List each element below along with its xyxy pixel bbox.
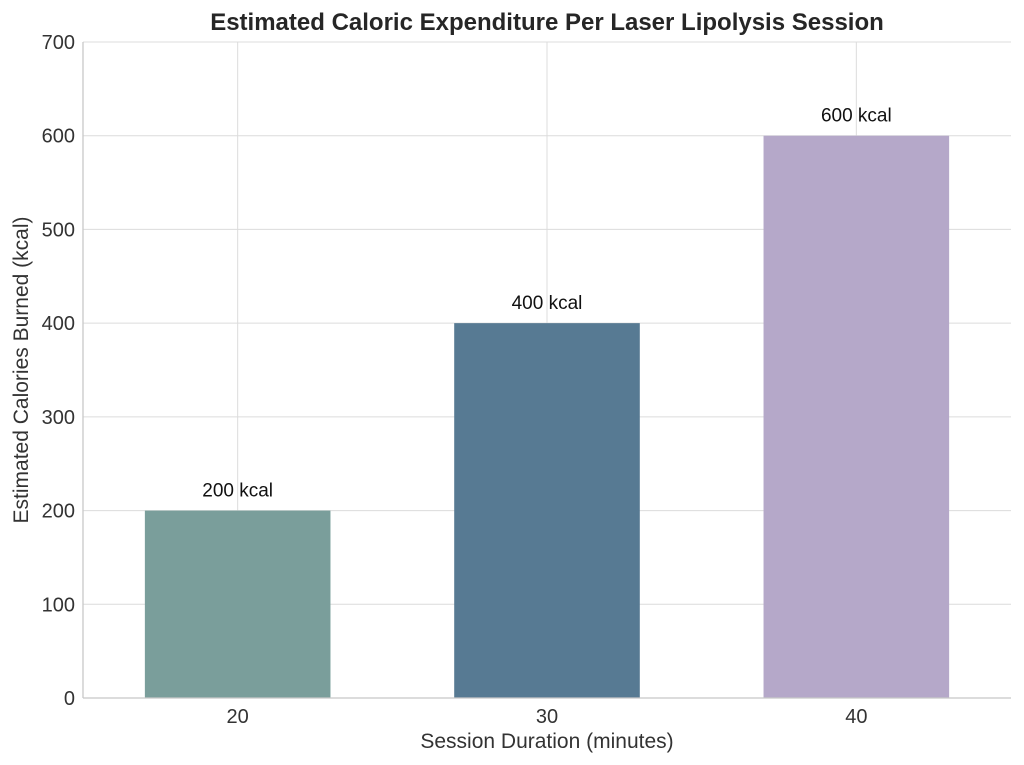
x-tick-label: 20 [227,706,249,728]
bar-value-label: 600 kcal [821,106,892,127]
bar-value-label: 200 kcal [202,481,273,502]
bar-value-label: 400 kcal [512,293,583,314]
x-axis-label: Session Duration (minutes) [420,730,673,753]
x-tick-label: 40 [845,706,867,728]
x-tick-label: 30 [536,706,558,728]
bar-layer [144,135,950,698]
y-tick-label: 600 [42,126,75,148]
y-tick-label: 200 [42,501,75,523]
y-tick-label: 0 [64,688,75,710]
bar-20-minutes [144,510,331,698]
y-tick-label: 400 [42,313,75,335]
y-tick-label: 100 [42,594,75,616]
tick-layer: 0 100 200 300 400 500 600 700 20 30 40 [42,32,868,728]
y-tick-label: 300 [42,407,75,429]
bar-40-minutes [763,135,950,698]
y-axis-label: Estimated Calories Burned (kcal) [10,217,33,524]
y-tick-label: 500 [42,219,75,241]
bar-30-minutes [454,323,640,698]
axis-layer [82,42,1011,699]
y-tick-label: 700 [42,32,75,54]
data-label-layer: 200 kcal 400 kcal 600 kcal [202,106,891,502]
chart-title: Estimated Caloric Expenditure Per Laser … [210,9,884,36]
